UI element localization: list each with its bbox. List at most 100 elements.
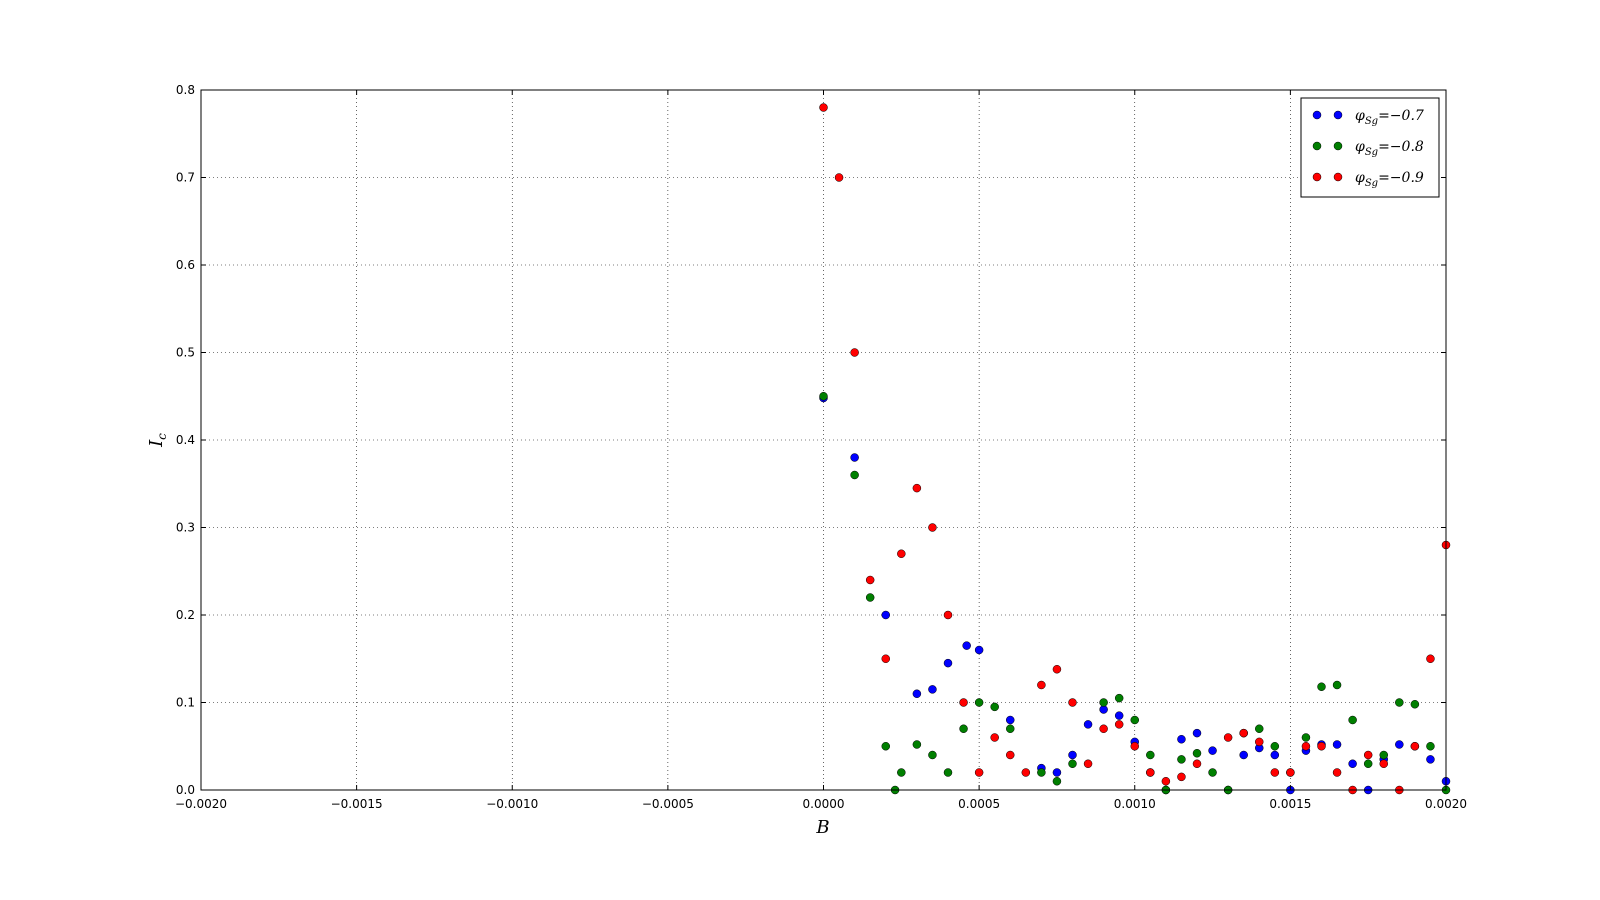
x-tick-labels: −0.0020 −0.0015 −0.0010 −0.0005 0.0000 0.0005… xyxy=(175,797,1467,811)
legend-marker xyxy=(1333,110,1343,120)
data-point xyxy=(1130,742,1139,751)
data-point xyxy=(850,470,859,480)
y-tick-label: 0.4 xyxy=(176,433,195,447)
data-point xyxy=(1348,759,1357,768)
ticks xyxy=(200,89,1447,791)
data-point xyxy=(897,549,906,558)
legend-label: φSg=−0.8 xyxy=(1355,139,1424,158)
x-axis-label: B xyxy=(815,817,829,838)
data-point xyxy=(1052,777,1062,786)
data-point xyxy=(990,733,999,742)
x-tick-label: 0.0020 xyxy=(1425,797,1467,811)
y-tick-label: 0.3 xyxy=(176,521,195,535)
legend-entry-1: φSg=−0.7 xyxy=(1312,108,1424,127)
data-point xyxy=(1161,777,1171,786)
data-point xyxy=(1317,742,1326,751)
data-point xyxy=(1255,737,1264,747)
grid xyxy=(201,90,1446,790)
data-point xyxy=(881,742,890,751)
data-point xyxy=(881,610,890,620)
data-point xyxy=(1052,768,1062,777)
data-point xyxy=(1410,700,1420,709)
data-point xyxy=(1177,772,1186,782)
data-point xyxy=(1037,768,1046,777)
data-point xyxy=(1332,768,1342,777)
x-tick-label: −0.0010 xyxy=(486,797,538,811)
data-point xyxy=(1083,759,1093,768)
y-tick-label: 0.6 xyxy=(176,258,195,272)
y-tick-label: 0.8 xyxy=(176,83,195,97)
data-point xyxy=(974,768,984,777)
y-tick-label: 0.1 xyxy=(176,696,195,710)
data-point xyxy=(1099,724,1108,733)
data-point xyxy=(850,453,859,462)
data-point xyxy=(1114,720,1124,729)
data-point xyxy=(1332,740,1342,749)
data-point xyxy=(865,575,875,585)
data-point xyxy=(1317,682,1326,691)
x-tick-label: 0.0005 xyxy=(958,797,1000,811)
data-point xyxy=(974,698,984,707)
data-point xyxy=(850,348,859,357)
data-point xyxy=(819,103,828,112)
data-point xyxy=(990,702,999,712)
data-point xyxy=(962,641,971,650)
series-1 xyxy=(819,393,1451,795)
data-point xyxy=(959,698,968,707)
data-point xyxy=(1192,728,1202,738)
data-point xyxy=(1083,720,1093,729)
data-point xyxy=(943,658,953,668)
data-point xyxy=(912,689,922,698)
y-tick-label: 0.0 xyxy=(176,783,195,797)
legend: φSg=−0.7 φSg=−0.8 φSg=−0.9 xyxy=(1300,97,1440,198)
y-tick-label: 0.7 xyxy=(176,171,195,185)
data-point xyxy=(897,768,906,777)
data-point xyxy=(928,685,937,694)
data-point xyxy=(819,392,828,401)
data-point xyxy=(1270,742,1280,751)
data-point xyxy=(1379,759,1388,768)
data-point xyxy=(1177,735,1186,744)
legend-label: φSg=−0.9 xyxy=(1355,170,1424,189)
x-tick-label: 0.0010 xyxy=(1114,797,1156,811)
data-point xyxy=(928,750,937,760)
legend-entry-3: φSg=−0.9 xyxy=(1312,170,1424,189)
data-point xyxy=(1068,759,1077,768)
x-tick-label: 0.0015 xyxy=(1269,797,1311,811)
series-3 xyxy=(819,103,1451,795)
data-point xyxy=(1270,750,1280,760)
data-point xyxy=(1021,768,1031,777)
data-point xyxy=(1146,750,1155,760)
data-point xyxy=(1426,654,1435,663)
data-point xyxy=(1395,740,1404,749)
data-point xyxy=(928,523,937,532)
data-points xyxy=(819,103,1451,795)
data-point xyxy=(974,645,984,655)
data-point xyxy=(1223,733,1233,742)
data-point xyxy=(959,724,968,733)
data-point xyxy=(943,610,953,620)
data-point xyxy=(1426,755,1435,764)
data-point xyxy=(943,768,953,777)
data-point xyxy=(1146,768,1155,777)
data-point xyxy=(1192,749,1202,758)
data-point xyxy=(1255,724,1264,733)
data-point xyxy=(1177,755,1186,764)
data-point xyxy=(1006,715,1015,725)
data-point xyxy=(1348,715,1357,725)
data-point xyxy=(912,740,922,749)
data-point xyxy=(1037,680,1046,690)
y-tick-label: 0.5 xyxy=(176,346,195,360)
y-axis-label-main: I xyxy=(146,439,167,448)
legend-box xyxy=(1300,97,1440,198)
data-point xyxy=(1099,698,1108,707)
legend-marker xyxy=(1333,172,1343,182)
y-axis-label-sub: c xyxy=(155,433,169,440)
data-point xyxy=(1068,698,1077,707)
data-point xyxy=(1332,680,1342,690)
y-axis-label: Ic xyxy=(146,433,169,448)
data-point xyxy=(834,173,844,182)
x-tick-label: −0.0015 xyxy=(331,797,383,811)
x-tick-label: −0.0020 xyxy=(175,797,227,811)
